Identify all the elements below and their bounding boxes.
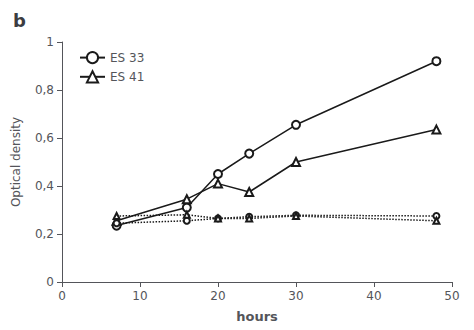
svg-text:0: 0 — [58, 289, 66, 303]
svg-text:50: 50 — [444, 289, 459, 303]
svg-text:0,8: 0,8 — [35, 83, 54, 97]
svg-text:40: 40 — [366, 289, 381, 303]
svg-text:ES 33: ES 33 — [110, 51, 144, 65]
svg-text:20: 20 — [210, 289, 225, 303]
svg-text:Optical density: Optical density — [9, 117, 23, 207]
svg-text:ES 41: ES 41 — [110, 70, 144, 84]
svg-text:b: b — [13, 10, 26, 31]
svg-text:10: 10 — [132, 289, 147, 303]
svg-text:0,6: 0,6 — [35, 131, 54, 145]
svg-text:0,2: 0,2 — [35, 227, 54, 241]
svg-text:0,4: 0,4 — [35, 179, 54, 193]
svg-text:0: 0 — [46, 275, 54, 289]
svg-text:1: 1 — [46, 35, 54, 49]
svg-text:hours: hours — [236, 309, 278, 324]
svg-text:30: 30 — [288, 289, 303, 303]
